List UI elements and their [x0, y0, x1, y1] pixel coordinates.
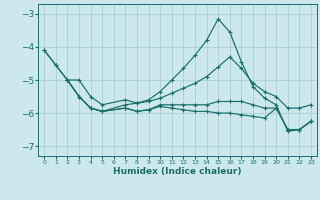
X-axis label: Humidex (Indice chaleur): Humidex (Indice chaleur) — [113, 167, 242, 176]
